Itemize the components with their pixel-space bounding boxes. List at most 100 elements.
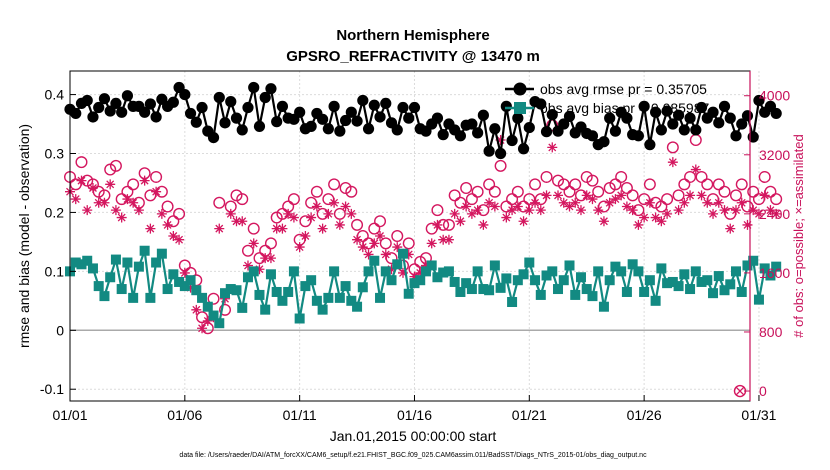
assimilated-obs-point-88 (570, 197, 581, 208)
rmse-point-10 (121, 90, 134, 102)
bias-point-10 (122, 257, 133, 268)
bias-point-118 (742, 260, 753, 271)
assimilated-obs-point-22 (191, 304, 202, 315)
assimilated-obs-point-38 (283, 208, 294, 219)
bias-point-105 (667, 276, 678, 287)
rmse-point-80 (523, 121, 535, 134)
bias-point-65 (438, 267, 449, 278)
possible-obs-point-105 (666, 141, 679, 154)
possible-obs-point-101 (643, 178, 656, 191)
bias-point-90 (581, 284, 592, 295)
left-tick-label-0: 0.4 (45, 87, 65, 103)
possible-obs-point-86 (557, 178, 570, 191)
assimilated-obs-point-104 (662, 208, 673, 219)
possible-obs-point-70 (465, 193, 478, 206)
possible-obs-point-15 (150, 170, 163, 183)
right-axis-ticks: 4000 3200 2400 1600 800 0 (744, 71, 790, 401)
rmse-point-119 (747, 131, 759, 143)
possible-obs-point-98 (626, 189, 639, 202)
assimilated-obs-point-116 (730, 205, 741, 216)
bias-point-99 (633, 266, 644, 277)
rmse-point-65 (437, 129, 449, 141)
assimilated-obs-point-87 (564, 201, 575, 212)
rmse-point-113 (713, 117, 725, 129)
rmse-point-93 (598, 136, 610, 148)
legend-item-rmse: obs avg rmse pr = 0.35705 (505, 81, 707, 97)
bias-point-16 (156, 248, 167, 259)
assimilated-obs-point-66 (443, 234, 454, 245)
possible-obs-point-97 (620, 182, 633, 195)
assimilated-obs-point-2 (76, 175, 87, 186)
assimilated-obs-point-43 (311, 201, 322, 212)
rmse-point-76 (500, 100, 512, 112)
bias-point-45 (323, 292, 334, 303)
rmse-point-87 (563, 110, 576, 122)
assimilated-obs-point-35 (265, 253, 276, 264)
right-tick-label-2: 2400 (759, 206, 790, 222)
assimilated-obs-point-49 (346, 208, 357, 219)
rmse-point-18 (167, 96, 179, 108)
bias-point-97 (621, 286, 632, 297)
bias-point-14 (145, 292, 156, 303)
bias-point-67 (449, 276, 460, 287)
assimilated-obs-point-54 (375, 231, 386, 241)
assimilated-obs-point-26 (214, 223, 225, 234)
assimilated-obs-point-41 (300, 231, 311, 241)
x-tick-label-5: 01/26 (627, 407, 662, 423)
rmse-point-52 (362, 123, 375, 135)
possible-obs-point-108 (684, 170, 697, 183)
assimilated-obs-point-77 (507, 205, 518, 216)
assimilated-obs-point-93 (598, 216, 609, 227)
possible-obs-point-81 (529, 178, 542, 191)
bias-point-110 (696, 276, 707, 287)
bias-point-55 (380, 266, 391, 277)
assimilated-obs-point-37 (277, 223, 288, 234)
assimilated-obs-point-29 (231, 216, 242, 227)
assimilated-obs-point-33 (254, 264, 265, 275)
assimilated-obs-point-73 (484, 197, 495, 208)
assimilated-obs-point-118 (742, 219, 753, 230)
bias-point-36 (271, 286, 282, 297)
assimilated-obs-point-34 (260, 253, 271, 264)
bias-point-6 (99, 291, 110, 302)
assimilated-obs-point-65 (438, 234, 449, 245)
right-tick-label-5: 0 (759, 383, 767, 399)
bias-point-50 (352, 301, 363, 312)
bias-point-96 (616, 266, 627, 277)
assimilated-obs-point-8 (110, 205, 121, 216)
rmse-point-7 (104, 105, 116, 117)
rmse-point-84 (546, 109, 558, 121)
rmse-point-31 (242, 101, 254, 114)
x-axis-label: Jan.01,2015 00:00:00 start (330, 428, 497, 444)
assimilated-obs-point-52 (363, 249, 374, 260)
bias-point-19 (174, 276, 185, 287)
bias-point-9 (116, 284, 127, 295)
possible-obs-point-66 (442, 218, 455, 231)
bias-point-98 (627, 259, 638, 270)
assimilated-obs-point-60 (409, 271, 420, 282)
bias-point-26 (214, 318, 225, 329)
assimilated-obs-point-123 (771, 208, 782, 219)
x-tick-label-3: 01/16 (397, 407, 432, 423)
bias-point-106 (673, 281, 684, 292)
assimilated-obs-point-13 (139, 175, 150, 186)
possible-obs-point-26 (213, 196, 226, 209)
rmse-point-29 (230, 112, 243, 124)
rmse-point-25 (207, 131, 220, 144)
assimilated-obs-point-120 (753, 208, 764, 219)
rmse-point-22 (190, 116, 202, 128)
rmse-point-73 (483, 145, 495, 157)
assimilated-obs-point-67 (449, 208, 460, 219)
bias-point-47 (334, 292, 345, 303)
assimilated-obs-point-50 (352, 234, 363, 245)
assimilated-obs-point-102 (650, 212, 661, 223)
assimilated-obs-point-71 (472, 205, 483, 216)
assimilated-obs-point-18 (168, 231, 179, 241)
possible-obs-point-78 (511, 185, 524, 198)
assimilated-obs-point-55 (380, 249, 391, 260)
assimilated-obs-point-84 (547, 142, 558, 153)
bias-point-66 (443, 266, 454, 277)
assimilated-obs-point-10 (122, 194, 133, 205)
assimilated-obs-point-31 (242, 260, 253, 271)
bias-point-32 (248, 266, 259, 277)
